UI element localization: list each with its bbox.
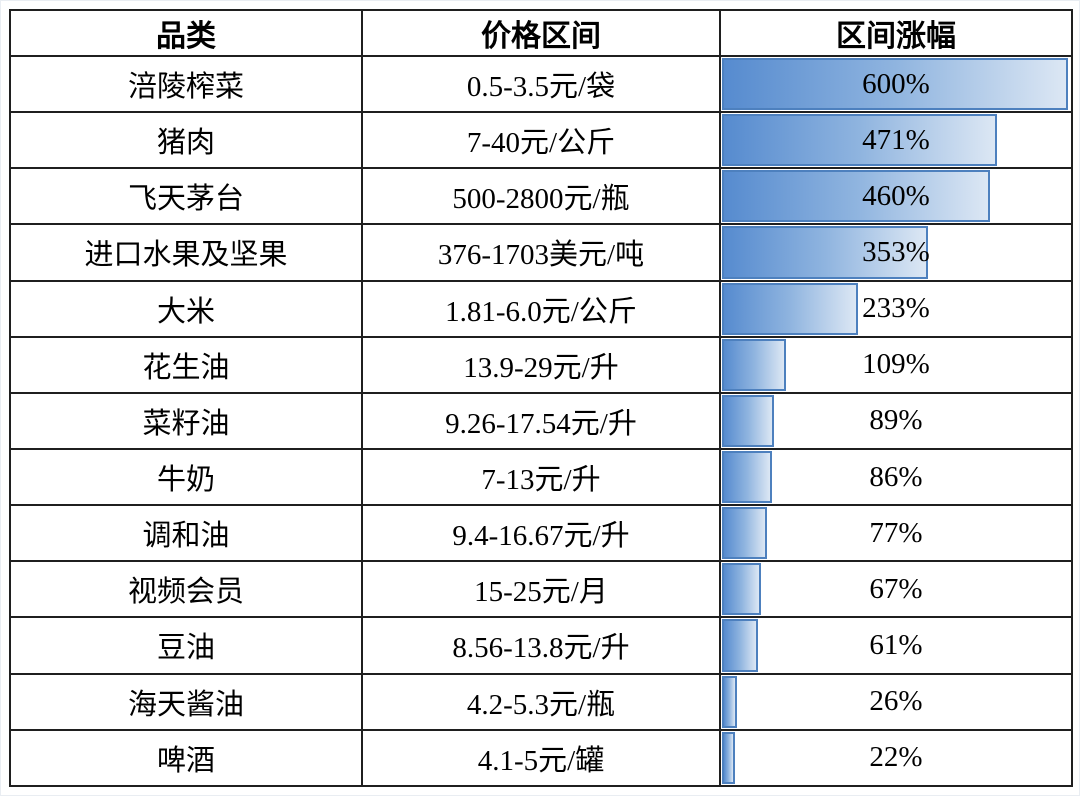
increase-cell: 61% [719, 616, 1073, 675]
increase-label: 26% [869, 685, 923, 718]
increase-cell: 471% [719, 111, 1073, 170]
increase-cell: 26% [719, 672, 1073, 731]
increase-bar [722, 507, 767, 560]
table-row: 调和油 9.4-16.67元/升 77% [9, 504, 1073, 563]
increase-cell: 460% [719, 167, 1073, 226]
increase-label: 233% [862, 292, 930, 325]
category-cell: 调和油 [9, 504, 363, 563]
increase-bar [722, 282, 858, 335]
increase-bar [722, 563, 762, 616]
price-range-cell: 9.26-17.54元/升 [361, 391, 721, 450]
increase-bar [722, 338, 786, 391]
table-row: 视频会员 15-25元/月 67% [9, 560, 1073, 619]
increase-cell: 22% [719, 728, 1073, 788]
increase-label: 353% [862, 235, 930, 268]
price-range-cell: 7-13元/升 [361, 447, 721, 507]
category-cell: 牛奶 [9, 447, 363, 507]
increase-bar [722, 170, 991, 223]
increase-label: 67% [869, 572, 923, 605]
category-cell: 视频会员 [9, 560, 363, 619]
increase-label: 77% [869, 516, 923, 549]
table-body: 涪陵榨菜 0.5-3.5元/袋 600% 猪肉 7-40元/公斤 471% 飞天… [9, 54, 1073, 788]
price-range-cell: 13.9-29元/升 [361, 335, 721, 394]
increase-label: 109% [862, 348, 930, 381]
increase-bar [722, 675, 738, 728]
increase-bar [722, 114, 997, 167]
price-increase-table: 品类 价格区间 区间涨幅 涪陵榨菜 0.5-3.5元/袋 600% 猪肉 7-4… [9, 9, 1073, 788]
category-cell: 豆油 [9, 616, 363, 675]
category-cell: 花生油 [9, 335, 363, 394]
category-cell: 菜籽油 [9, 391, 363, 450]
price-range-cell: 0.5-3.5元/袋 [361, 54, 721, 114]
increase-bar [722, 226, 928, 279]
table-row: 啤酒 4.1-5元/罐 22% [9, 728, 1073, 788]
price-range-cell: 7-40元/公斤 [361, 111, 721, 170]
table-row: 豆油 8.56-13.8元/升 61% [9, 616, 1073, 675]
table-row: 猪肉 7-40元/公斤 471% [9, 111, 1073, 170]
price-range-cell: 500-2800元/瓶 [361, 167, 721, 226]
increase-cell: 89% [719, 391, 1073, 450]
category-cell: 涪陵榨菜 [9, 54, 363, 114]
price-range-cell: 4.1-5元/罐 [361, 728, 721, 788]
table-row: 大米 1.81-6.0元/公斤 233% [9, 279, 1073, 338]
category-cell: 啤酒 [9, 728, 363, 788]
table-row: 飞天茅台 500-2800元/瓶 460% [9, 167, 1073, 226]
increase-bar [722, 394, 774, 447]
price-range-cell: 8.56-13.8元/升 [361, 616, 721, 675]
col-header-category: 品类 [9, 9, 363, 57]
price-range-cell: 15-25元/月 [361, 560, 721, 619]
price-range-cell: 376-1703美元/吨 [361, 223, 721, 282]
increase-cell: 109% [719, 335, 1073, 394]
category-cell: 大米 [9, 279, 363, 338]
category-cell: 飞天茅台 [9, 167, 363, 226]
increase-label: 89% [869, 404, 923, 437]
table-row: 花生油 13.9-29元/升 109% [9, 335, 1073, 394]
increase-cell: 67% [719, 560, 1073, 619]
increase-bar [722, 450, 773, 504]
category-cell: 海天酱油 [9, 672, 363, 731]
increase-cell: 600% [719, 54, 1073, 114]
increase-cell: 233% [719, 279, 1073, 338]
price-range-cell: 4.2-5.3元/瓶 [361, 672, 721, 731]
table-row: 海天酱油 4.2-5.3元/瓶 26% [9, 672, 1073, 731]
table-row: 进口水果及坚果 376-1703美元/吨 353% [9, 223, 1073, 282]
price-range-cell: 1.81-6.0元/公斤 [361, 279, 721, 338]
table-row: 牛奶 7-13元/升 86% [9, 447, 1073, 507]
category-cell: 猪肉 [9, 111, 363, 170]
increase-label: 22% [869, 741, 923, 774]
col-header-increase: 区间涨幅 [719, 9, 1073, 57]
increase-label: 61% [869, 628, 923, 661]
increase-bar [722, 731, 735, 784]
increase-bar [722, 58, 1068, 111]
table-row: 菜籽油 9.26-17.54元/升 89% [9, 391, 1073, 450]
col-header-price-range: 价格区间 [361, 9, 721, 57]
table-row: 涪陵榨菜 0.5-3.5元/袋 600% [9, 54, 1073, 114]
category-cell: 进口水果及坚果 [9, 223, 363, 282]
increase-cell: 77% [719, 504, 1073, 563]
increase-label: 471% [862, 123, 930, 156]
increase-cell: 86% [719, 447, 1073, 507]
increase-cell: 353% [719, 223, 1073, 282]
increase-label: 600% [862, 67, 930, 100]
increase-bar [722, 619, 758, 672]
increase-label: 86% [869, 460, 923, 493]
header-row: 品类 价格区间 区间涨幅 [9, 9, 1073, 57]
increase-label: 460% [862, 179, 930, 212]
price-range-cell: 9.4-16.67元/升 [361, 504, 721, 563]
